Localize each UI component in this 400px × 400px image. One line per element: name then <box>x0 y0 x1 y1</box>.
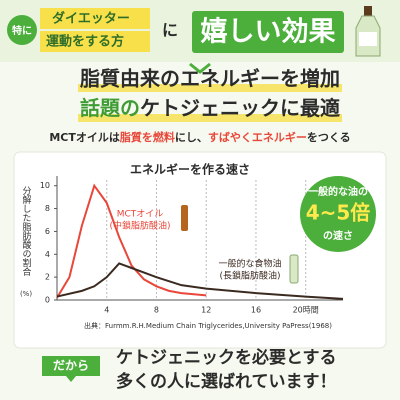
headline: 脂質由来のエネルギーを増加 <box>80 67 340 91</box>
y-tick-label: 0 <box>45 296 50 305</box>
highlight-text: 嬉しい効果 <box>201 16 336 48</box>
y-axis-unit: (%) <box>20 290 32 298</box>
ribbon <box>40 31 150 52</box>
bottle-icon <box>289 254 299 284</box>
series-line <box>56 262 344 300</box>
footer-text: 多くの人に選ばれています！ <box>116 371 337 392</box>
callout-emphasis: 4~5倍 <box>306 201 371 225</box>
underline <box>78 84 342 92</box>
x-tick-label: 8 <box>154 306 159 315</box>
subline: MCTオイルは脂質を燃料にし、すばやくエネルギーをつくる <box>49 130 350 144</box>
subline-part: にし、 <box>175 131 208 144</box>
badge-circle <box>7 15 37 45</box>
particle: に <box>162 21 178 40</box>
y-axis-label: 分解した脂肪酸の割合 <box>21 186 32 277</box>
series-label-note: (中鎖脂肪酸油) <box>109 220 170 232</box>
source: 出典：Furmm.R.H.Medium Chain Triglycerides,… <box>84 321 332 330</box>
ribbon-text: 運動をする方 <box>46 34 124 50</box>
badge-text: 特に <box>12 24 32 37</box>
series-label-note: (長鎖脂肪酸油) <box>219 270 280 282</box>
callout-text: の速さ <box>323 229 353 242</box>
y-tick-label: 4 <box>45 250 50 259</box>
headline-accent: 話題の <box>80 96 140 120</box>
y-tick-label: 2 <box>45 273 50 282</box>
y-tick-label: 8 <box>45 204 50 213</box>
series-label: MCTオイル <box>117 209 164 220</box>
subline-part: 脂質を燃料 <box>119 130 175 144</box>
y-tick-label: 6 <box>45 227 50 236</box>
x-tick-label: 12 <box>201 306 211 315</box>
headline-rest: ケトジェニックに最適 <box>140 96 340 120</box>
footer-badge-text: だから <box>53 359 89 373</box>
x-tick-label: 16 <box>251 306 261 315</box>
footer-badge <box>42 356 100 382</box>
callout-circle <box>300 176 376 252</box>
callout-text: 一般的な油の <box>308 185 368 198</box>
ribbon-text: ダイエッター <box>52 11 130 27</box>
series-line <box>56 183 207 299</box>
chevron <box>189 62 211 74</box>
bottle-icon <box>355 6 381 57</box>
chart-title: エネルギーを作る速さ <box>130 162 250 177</box>
subline-part: MCTオイルは <box>49 131 120 144</box>
headline: 話題のケトジェニックに最適 <box>80 96 340 120</box>
underline <box>78 114 342 122</box>
footer-text: ケトジェニックを必要とする <box>116 347 337 368</box>
highlight-box <box>192 11 344 53</box>
series-label: 一般的な食物油 <box>218 258 281 270</box>
bottle-icon <box>181 205 188 231</box>
x-tick-label: 4 <box>104 306 109 315</box>
ribbon <box>40 8 150 29</box>
subline-part: すばやくエネルギー <box>208 130 307 144</box>
y-tick-label: 10 <box>40 181 50 190</box>
subline-part: をつくる <box>307 131 351 144</box>
x-tick-label: 20時間 <box>293 306 319 315</box>
